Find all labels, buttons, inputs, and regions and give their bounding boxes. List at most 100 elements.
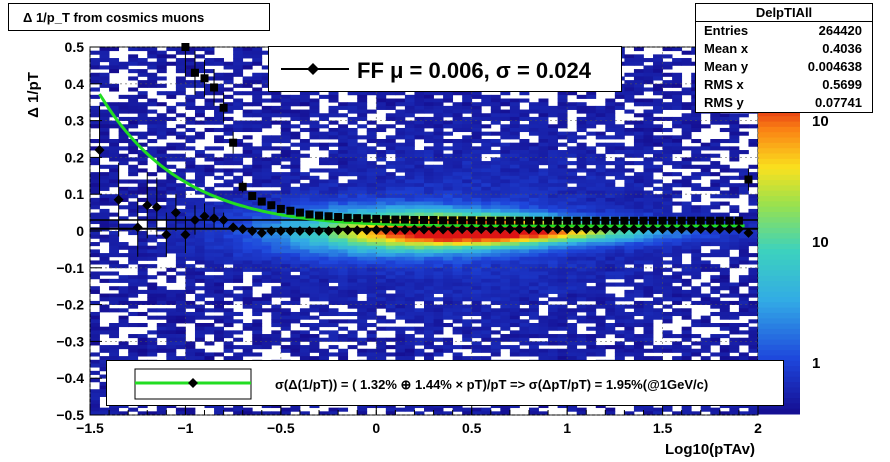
heatmap-cell <box>347 116 358 121</box>
heatmap-cell <box>509 135 520 140</box>
heatmap-cell <box>643 102 654 107</box>
heatmap-cell <box>710 231 721 236</box>
heatmap-cell <box>90 260 100 265</box>
heatmap-cell <box>290 249 301 254</box>
heatmap-cell <box>395 168 406 173</box>
heatmap-cell <box>185 208 196 213</box>
heatmap-cell <box>672 120 683 125</box>
heatmap-cell <box>738 216 749 221</box>
heatmap-cell <box>271 330 282 335</box>
heatmap-cell <box>357 135 368 140</box>
heatmap-cell <box>404 197 415 202</box>
heatmap-cell <box>99 201 110 206</box>
heatmap-cell <box>290 403 301 409</box>
heatmap-cell <box>719 183 730 188</box>
heatmap-cell <box>710 304 721 309</box>
heatmap-cell <box>223 319 234 324</box>
heatmap-cell <box>509 172 520 177</box>
heatmap-cell <box>586 179 597 184</box>
heatmap-cell <box>109 286 120 291</box>
heatmap-cell <box>452 234 463 239</box>
heatmap-cell <box>366 231 377 236</box>
heatmap-cell <box>738 282 749 287</box>
heatmap-cell <box>576 135 587 140</box>
heatmap-cell <box>500 304 511 309</box>
heatmap-cell <box>691 242 702 247</box>
heatmap-cell <box>481 172 492 177</box>
heatmap-cell <box>90 146 100 151</box>
heatmap-cell <box>385 337 396 342</box>
heatmap-cell <box>242 286 253 291</box>
heatmap-cell <box>424 319 434 324</box>
heatmap-cell <box>414 190 425 195</box>
heatmap-cell <box>528 150 539 155</box>
heatmap-cell <box>633 219 644 225</box>
heatmap-cell <box>424 403 434 409</box>
heatmap-cell <box>662 345 673 350</box>
heatmap-cell <box>433 337 444 342</box>
heatmap-cell <box>729 315 740 320</box>
heatmap-cell <box>738 297 749 302</box>
heatmap-cell <box>242 91 253 96</box>
heatmap-cell <box>548 286 558 291</box>
heatmap-cell <box>319 116 329 121</box>
heatmap-cell <box>471 304 482 309</box>
heatmap-cell <box>557 297 568 302</box>
heatmap-cell <box>147 61 158 66</box>
heatmap-cell <box>528 282 539 287</box>
heatmap-cell <box>347 289 358 294</box>
heatmap-cell <box>347 161 358 166</box>
heatmap-cell <box>586 315 597 320</box>
heatmap-cell <box>233 330 244 335</box>
heatmap-cell <box>261 183 272 188</box>
heatmap-cell <box>137 245 148 250</box>
heatmap-cell <box>214 297 224 302</box>
heatmap-cell <box>319 352 329 357</box>
heatmap-cell <box>614 194 625 199</box>
heatmap-cell <box>452 212 463 217</box>
heatmap-cell <box>194 223 205 228</box>
heatmap-cell <box>614 271 625 276</box>
heatmap-cell <box>614 208 625 213</box>
heatmap-cell <box>357 403 368 409</box>
heatmap-cell <box>700 234 711 239</box>
heatmap-cell <box>576 231 587 236</box>
heatmap-cell <box>194 308 205 313</box>
heatmap-cell <box>280 231 291 236</box>
heatmap-cell <box>404 267 415 272</box>
heatmap-cell <box>90 216 100 221</box>
heatmap-cell <box>175 238 186 243</box>
heatmap-cell <box>185 271 196 276</box>
heatmap-cell <box>328 109 339 114</box>
heatmap-cell <box>242 352 253 357</box>
heatmap-cell <box>509 330 520 335</box>
heatmap-cell <box>605 271 616 276</box>
heatmap-cell <box>433 345 444 350</box>
heatmap-cell <box>557 245 568 250</box>
heatmap-cell <box>519 278 530 283</box>
heatmap-cell <box>681 61 692 66</box>
heatmap-cell <box>691 256 702 261</box>
heatmap-cell <box>309 275 320 280</box>
heatmap-cell <box>118 315 129 320</box>
heatmap-cell <box>280 98 291 103</box>
heatmap-cell <box>128 304 139 309</box>
heatmap-cell <box>605 304 616 309</box>
heatmap-cell <box>557 205 568 210</box>
heatmap-cell <box>662 54 673 59</box>
heatmap-cell <box>252 282 263 287</box>
heatmap-cell <box>252 297 263 302</box>
heatmap-cell <box>252 278 263 283</box>
heatmap-cell <box>700 356 711 361</box>
heatmap-cell <box>490 234 501 239</box>
heatmap-cell <box>319 278 329 283</box>
heatmap-cell <box>595 253 606 258</box>
heatmap-cell <box>156 65 167 70</box>
heatmap-cell <box>605 142 616 147</box>
heatmap-cell <box>557 231 568 236</box>
heatmap-cell <box>633 286 644 291</box>
heatmap-cell <box>614 231 625 236</box>
heatmap-cell <box>290 142 301 147</box>
heatmap-cell <box>567 190 578 195</box>
heatmap-cell <box>490 286 501 291</box>
